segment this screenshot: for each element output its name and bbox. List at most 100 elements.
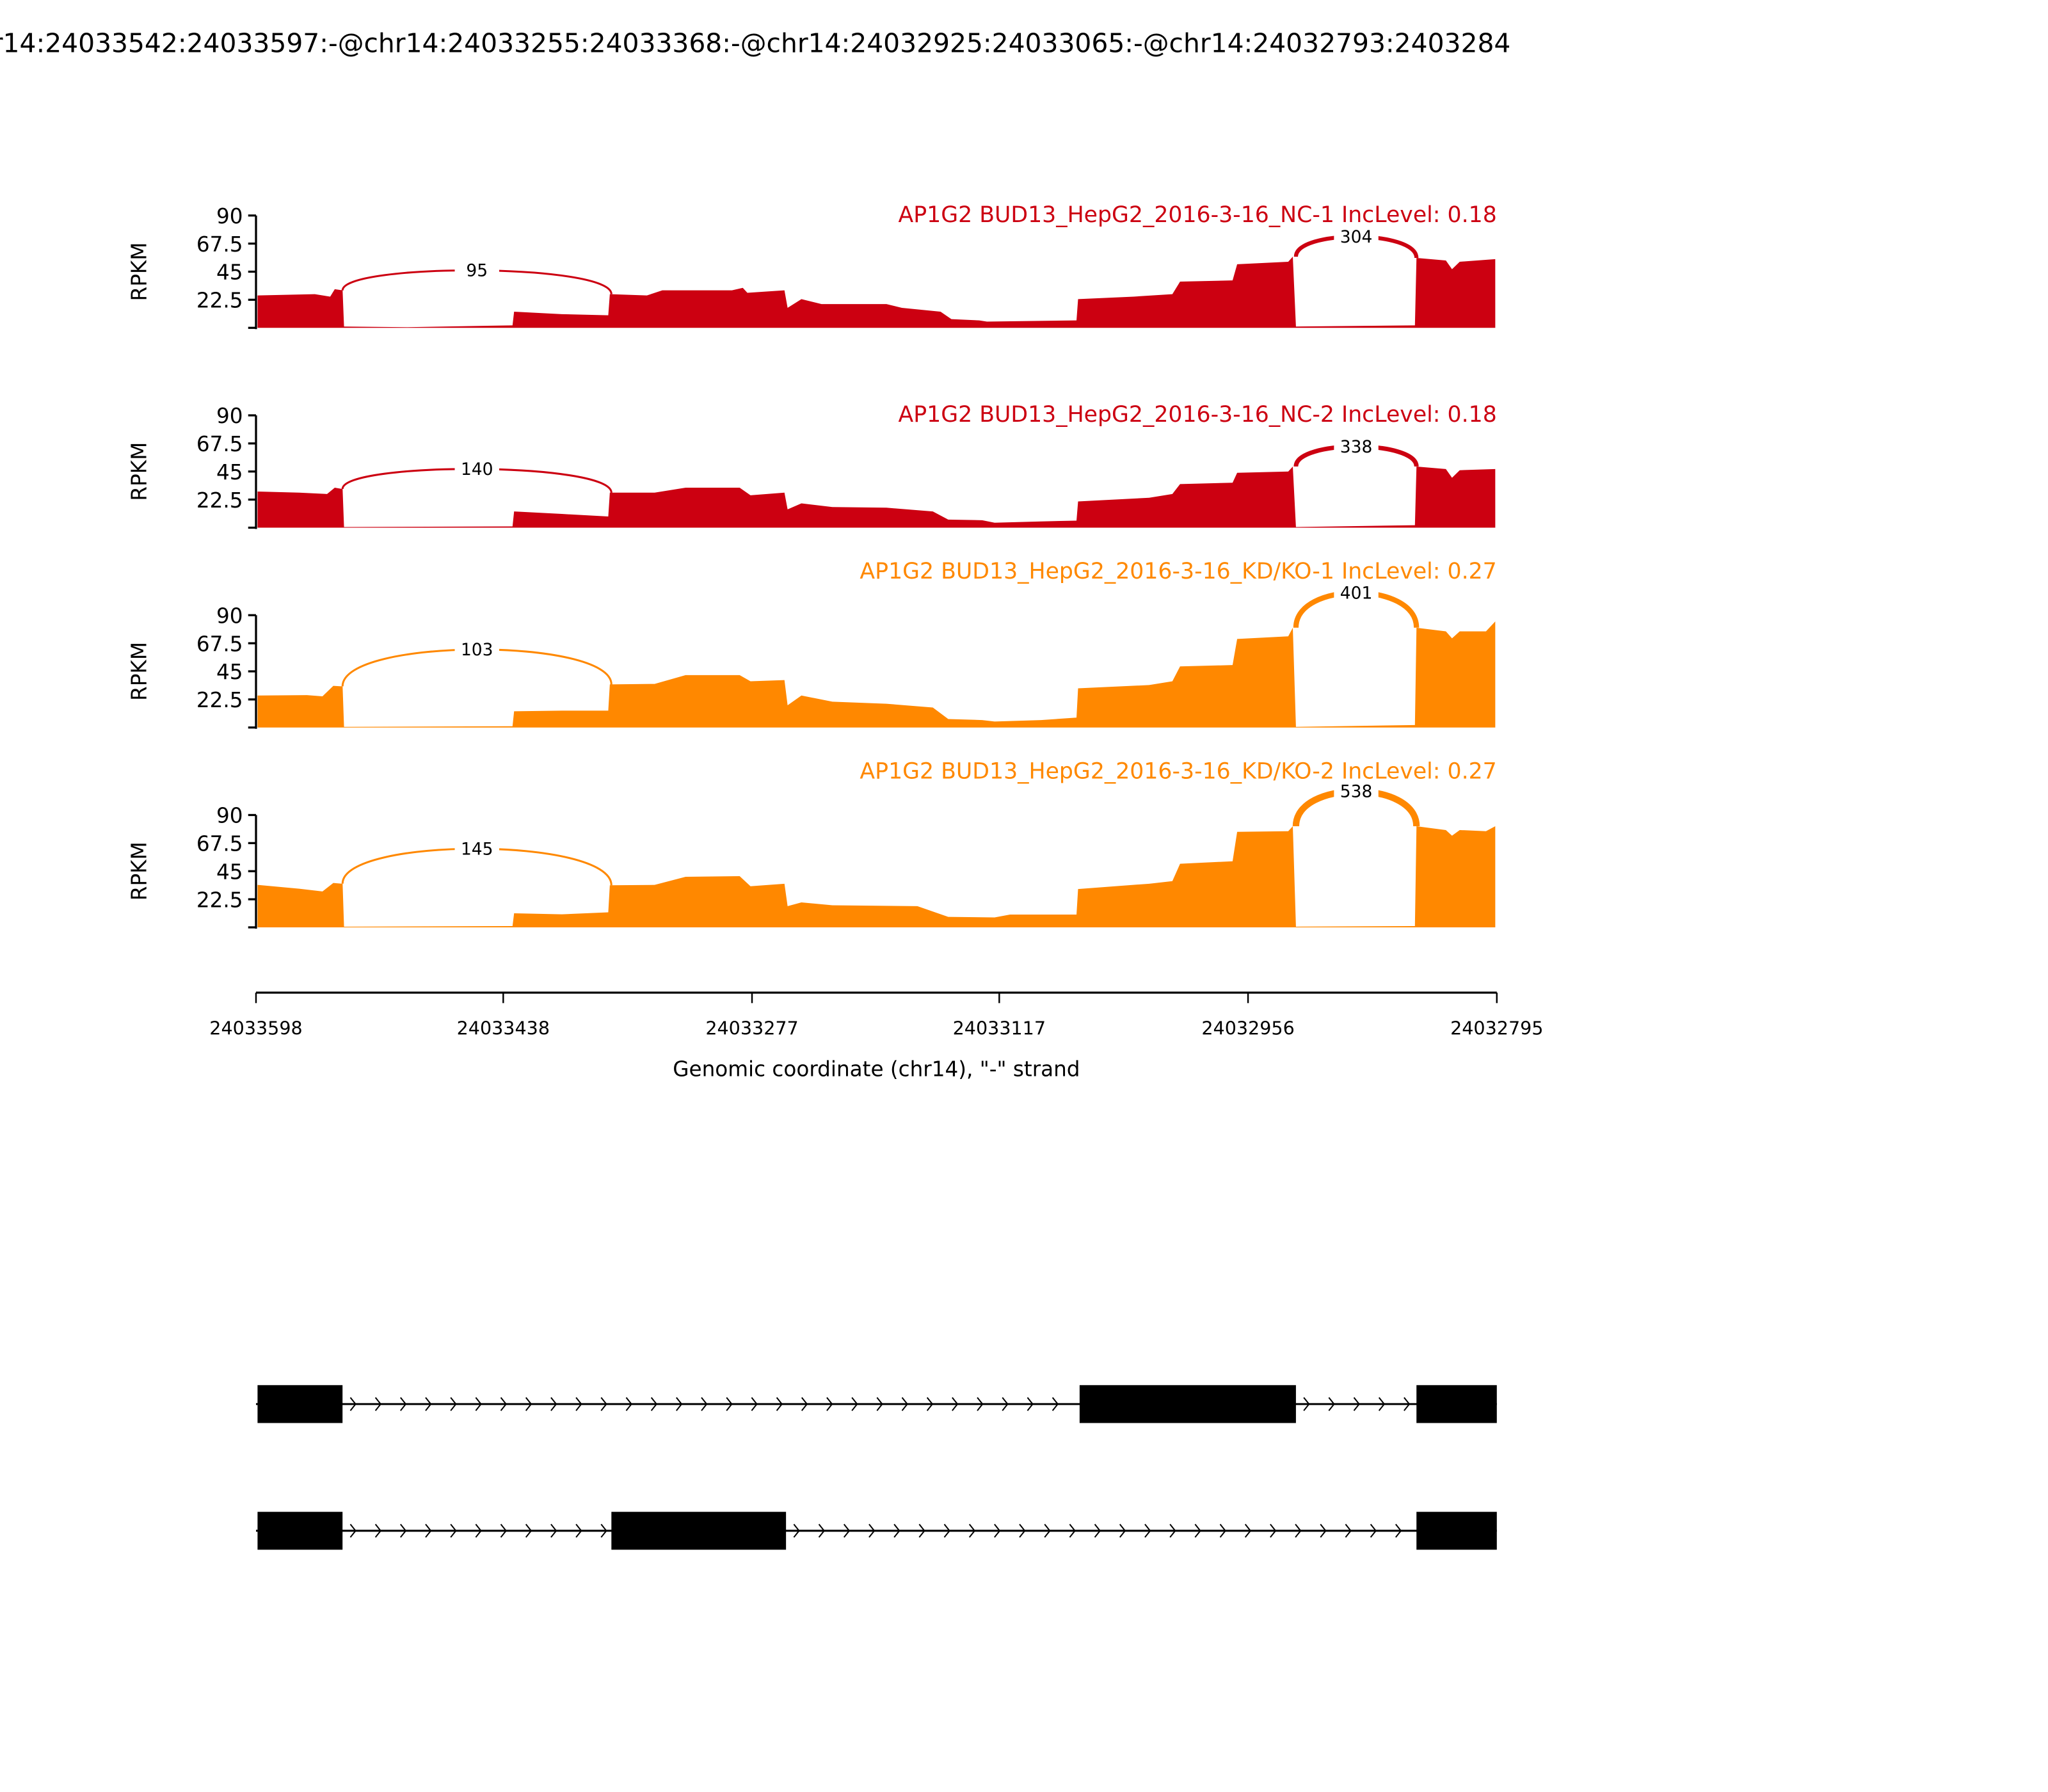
strand-arrow-icon: [1404, 1397, 1411, 1411]
strand-arrow-icon: [1094, 1523, 1101, 1538]
plot-title: r14:24033542:24033597:-@chr14:24033255:2…: [0, 28, 1510, 59]
strand-arrow-icon: [1370, 1523, 1377, 1538]
strand-arrow-icon: [1194, 1523, 1201, 1538]
x-tick-label: 24033117: [953, 1017, 1046, 1039]
panel-title: AP1G2 BUD13_HepG2_2016-3-16_KD/KO-1 IncL…: [860, 559, 1496, 584]
strand-arrow-icon: [1303, 1397, 1310, 1411]
strand-arrow-icon: [918, 1523, 925, 1538]
strand-arrow-icon: [525, 1397, 532, 1411]
sample-panel: 22.5 45 67.5 90 RPKM AP1G2 BUD13_HepG2_2016-3…: [127, 202, 1497, 330]
coverage-area: [257, 621, 1496, 728]
strand-arrow-icon: [701, 1397, 708, 1411]
panel-title: AP1G2 BUD13_HepG2_2016-3-16_NC-2 IncLeve…: [899, 402, 1497, 428]
strand-arrow-icon: [625, 1397, 632, 1411]
exon: [1416, 1385, 1497, 1423]
junction-label-bg: [1334, 580, 1379, 604]
strand-arrow-icon: [425, 1523, 432, 1538]
strand-arrow-icon: [600, 1397, 607, 1411]
strand-arrow-icon: [500, 1397, 508, 1411]
y-tick-label: 22.5: [196, 888, 243, 912]
y-tick-label: 90: [216, 404, 243, 428]
junction-count-label: 304: [1340, 227, 1373, 247]
strand-arrow-icon: [868, 1523, 876, 1538]
strand-arrow-icon: [818, 1523, 826, 1538]
y-tick-label: 45: [216, 460, 243, 484]
y-tick-label: 67.5: [196, 632, 243, 656]
strand-arrow-icon: [1119, 1523, 1126, 1538]
y-tick-label: 90: [216, 804, 243, 828]
y-tick-label: 22.5: [196, 688, 243, 712]
strand-arrow-icon: [1378, 1397, 1386, 1411]
sample-panel: 22.5 45 67.5 90 RPKM AP1G2 BUD13_HepG2_2016-3…: [127, 402, 1497, 529]
x-tick-label: 24033277: [705, 1017, 798, 1039]
y-axis-label: RPKM: [127, 442, 152, 501]
junction-label-bg: [454, 836, 499, 860]
strand-arrow-icon: [952, 1397, 959, 1411]
junction-count-label: 538: [1340, 782, 1373, 802]
strand-arrow-icon: [901, 1397, 908, 1411]
y-tick-label: 67.5: [196, 232, 243, 257]
strand-arrow-icon: [575, 1397, 582, 1411]
junction-count-label: 401: [1340, 583, 1373, 603]
y-tick-label: 90: [216, 604, 243, 628]
strand-arrow-icon: [751, 1397, 758, 1411]
y-tick-label: 45: [216, 260, 243, 285]
sample-panel: 22.5 45 67.5 90 RPKM AP1G2 BUD13_HepG2_2016-3…: [127, 559, 1497, 729]
coverage-area: [257, 826, 1496, 927]
x-tick-label: 24032956: [1201, 1017, 1294, 1039]
x-axis-label: Genomic coordinate (chr14), "-" strand: [673, 1057, 1080, 1082]
strand-arrow-icon: [374, 1523, 382, 1538]
strand-arrow-icon: [1244, 1523, 1252, 1538]
strand-arrow-icon: [926, 1397, 934, 1411]
strand-arrow-icon: [1353, 1397, 1360, 1411]
strand-arrow-icon: [525, 1523, 532, 1538]
transcript: [256, 1512, 1497, 1550]
y-axis-label: RPKM: [127, 842, 152, 900]
strand-arrow-icon: [776, 1397, 783, 1411]
y-tick-label: 45: [216, 860, 243, 884]
strand-arrow-icon: [977, 1397, 984, 1411]
strand-arrow-icon: [1044, 1523, 1051, 1538]
junction-label-bg: [454, 259, 499, 281]
strand-arrow-icon: [349, 1523, 356, 1538]
coverage-area: [257, 466, 1496, 528]
strand-arrow-icon: [575, 1523, 582, 1538]
strand-arrow-icon: [1270, 1523, 1277, 1538]
strand-arrow-icon: [349, 1397, 356, 1411]
strand-arrow-icon: [450, 1523, 457, 1538]
strand-arrow-icon: [1144, 1523, 1151, 1538]
strand-arrow-icon: [400, 1523, 407, 1538]
strand-arrow-icon: [826, 1397, 833, 1411]
exon: [1416, 1512, 1497, 1550]
y-tick-label: 90: [216, 204, 243, 228]
strand-arrow-icon: [801, 1397, 808, 1411]
strand-arrow-icon: [943, 1523, 950, 1538]
strand-arrow-icon: [893, 1523, 900, 1538]
strand-arrow-icon: [726, 1397, 733, 1411]
strand-arrow-icon: [676, 1397, 683, 1411]
strand-arrow-icon: [550, 1397, 557, 1411]
y-tick-label: 45: [216, 660, 243, 684]
junction-label-bg: [1334, 780, 1379, 802]
transcript: [256, 1385, 1497, 1423]
strand-arrow-icon: [1345, 1523, 1352, 1538]
junction-label-bg: [454, 637, 499, 660]
y-axis-label: RPKM: [127, 642, 152, 701]
strand-arrow-icon: [400, 1397, 407, 1411]
strand-arrow-icon: [450, 1397, 457, 1411]
strand-arrow-icon: [1320, 1523, 1327, 1538]
x-tick-label: 24033598: [209, 1017, 302, 1039]
strand-arrow-icon: [475, 1397, 482, 1411]
sample-panel: 22.5 45 67.5 90 RPKM AP1G2 BUD13_HepG2_2016-3…: [127, 758, 1497, 929]
y-tick-label: 22.5: [196, 289, 243, 313]
strand-arrow-icon: [425, 1397, 432, 1411]
x-tick-label: 24032795: [1450, 1017, 1543, 1039]
exon: [1079, 1385, 1296, 1423]
exon: [257, 1385, 343, 1423]
y-axis-label: RPKM: [127, 243, 152, 301]
strand-arrow-icon: [968, 1523, 976, 1538]
junction-label-bg: [1334, 435, 1379, 458]
strand-arrow-icon: [1328, 1397, 1335, 1411]
panel-title: AP1G2 BUD13_HepG2_2016-3-16_KD/KO-2 IncL…: [860, 758, 1496, 784]
